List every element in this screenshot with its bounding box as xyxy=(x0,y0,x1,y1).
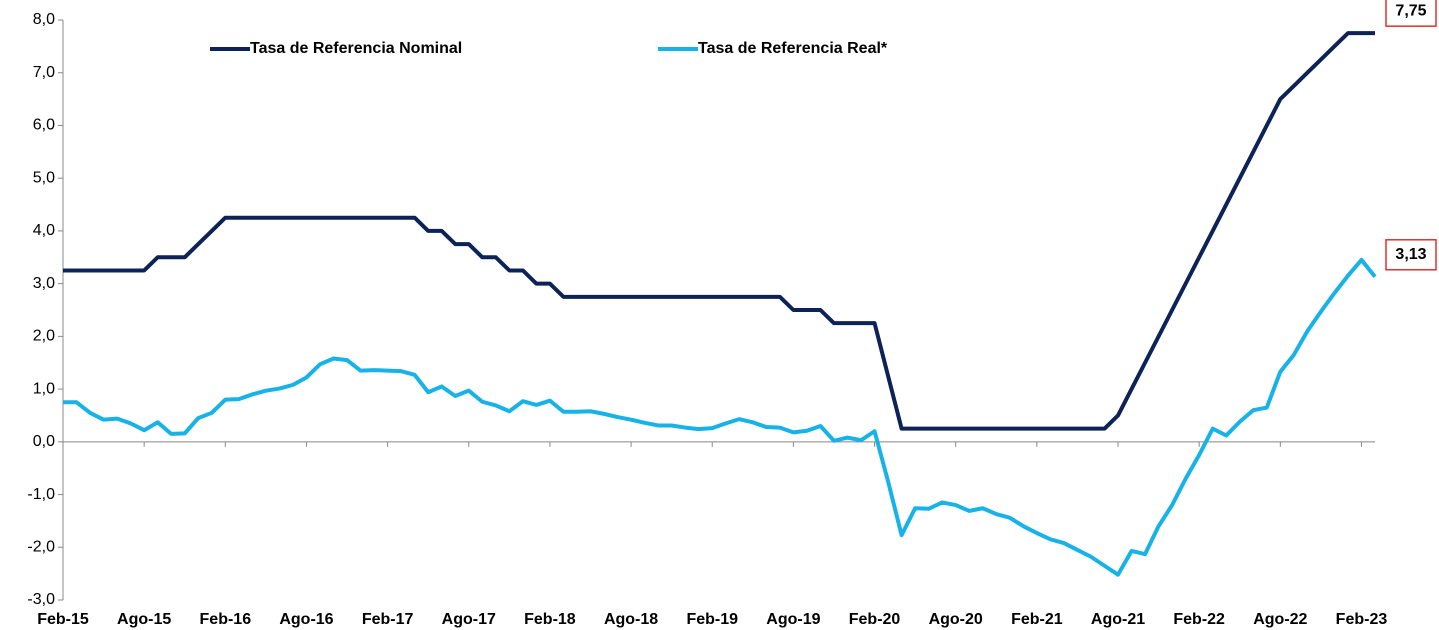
y-tick-label: 1,0 xyxy=(33,380,55,397)
y-tick-label: -1,0 xyxy=(27,486,55,503)
x-tick-label: Ago-22 xyxy=(1253,611,1307,628)
y-tick-label: 2,0 xyxy=(33,328,55,345)
x-tick-label: Feb-19 xyxy=(686,611,738,628)
x-tick-label: Feb-15 xyxy=(37,611,89,628)
x-tick-label: Feb-18 xyxy=(524,611,576,628)
y-tick-label: 7,0 xyxy=(33,64,55,81)
x-tick-label: Feb-21 xyxy=(1011,611,1063,628)
x-tick-label: Ago-18 xyxy=(604,611,658,628)
legend-label: Tasa de Referencia Real* xyxy=(698,40,888,57)
y-tick-label: 3,0 xyxy=(33,275,55,292)
x-tick-label: Feb-17 xyxy=(362,611,414,628)
x-tick-label: Feb-20 xyxy=(849,611,901,628)
y-tick-label: 4,0 xyxy=(33,222,55,239)
x-tick-label: Feb-22 xyxy=(1173,611,1225,628)
series-line xyxy=(63,257,1377,577)
y-tick-label: 8,0 xyxy=(33,11,55,28)
x-tick-label: Feb-23 xyxy=(1336,611,1388,628)
x-tick-label: Feb-16 xyxy=(200,611,252,628)
y-tick-label: -3,0 xyxy=(27,591,55,608)
x-tick-label: Ago-20 xyxy=(929,611,983,628)
x-tick-label: Ago-19 xyxy=(766,611,820,628)
y-tick-label: 5,0 xyxy=(33,169,55,186)
x-tick-label: Ago-17 xyxy=(442,611,496,628)
value-label-box xyxy=(1385,239,1437,271)
value-label: 7,75 xyxy=(1395,2,1426,19)
value-label: 3,13 xyxy=(1395,246,1426,263)
x-tick-label: Ago-16 xyxy=(279,611,333,628)
value-label-box xyxy=(1385,0,1437,27)
x-tick-label: Ago-21 xyxy=(1091,611,1145,628)
y-tick-label: 0,0 xyxy=(33,433,55,450)
y-tick-label: 6,0 xyxy=(33,117,55,134)
legend-label: Tasa de Referencia Nominal xyxy=(250,40,462,57)
x-tick-label: Ago-15 xyxy=(117,611,171,628)
y-tick-label: -2,0 xyxy=(27,538,55,555)
series-line xyxy=(63,31,1375,431)
